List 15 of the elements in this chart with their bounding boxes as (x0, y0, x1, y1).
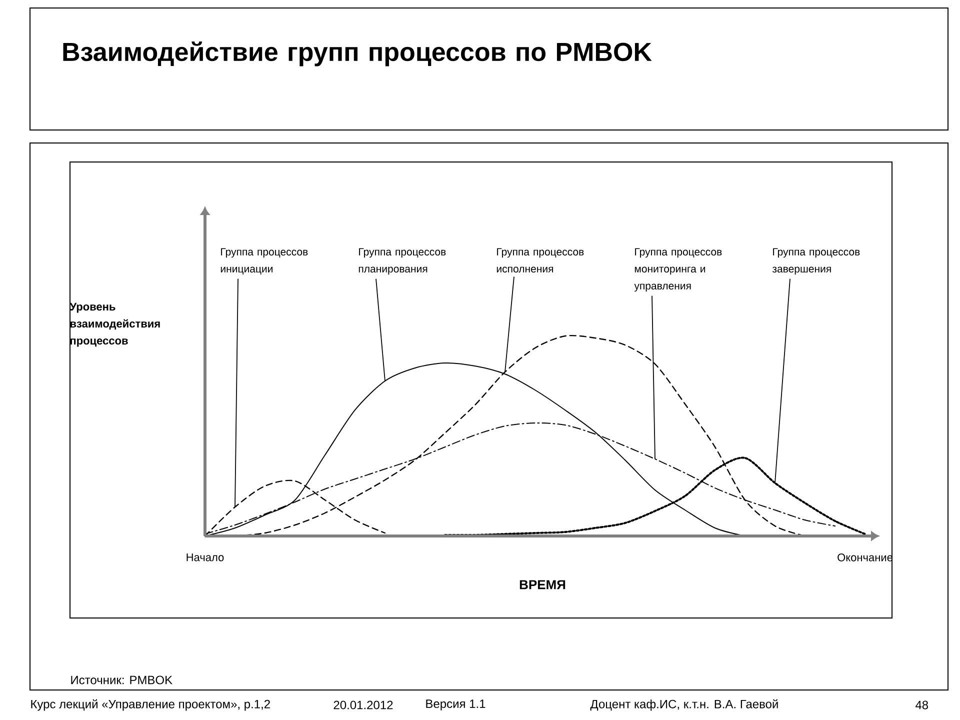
chart-title: Взаимодействие групп процессов по PMBOK (63, 42, 652, 66)
text: 48 (915, 700, 928, 710)
text: Источник: PMBOK (71, 676, 172, 684)
text: Группа процессов планирования (358, 248, 446, 275)
text: Доцент каф.ИС, к.т.н. В.А. Гаевой (590, 699, 778, 711)
x-tick-label: Начало (186, 554, 224, 562)
text: Группа процессов исполнения (496, 248, 584, 273)
y-axis-title: Уровень взаимодействия процессов (70, 302, 160, 347)
text: Группа процессов мониторинга и управления (634, 248, 722, 292)
text: Версия 1.1 (426, 700, 486, 710)
text: Курс лекций «Управление проектом», р.1,2 (31, 699, 270, 711)
text: Группа процессов инициации (220, 248, 308, 275)
text: Группа процессов завершения (772, 248, 860, 275)
x-axis-title: ВРЕМЯ (520, 580, 566, 590)
text: 20.01.2012 (334, 700, 393, 710)
